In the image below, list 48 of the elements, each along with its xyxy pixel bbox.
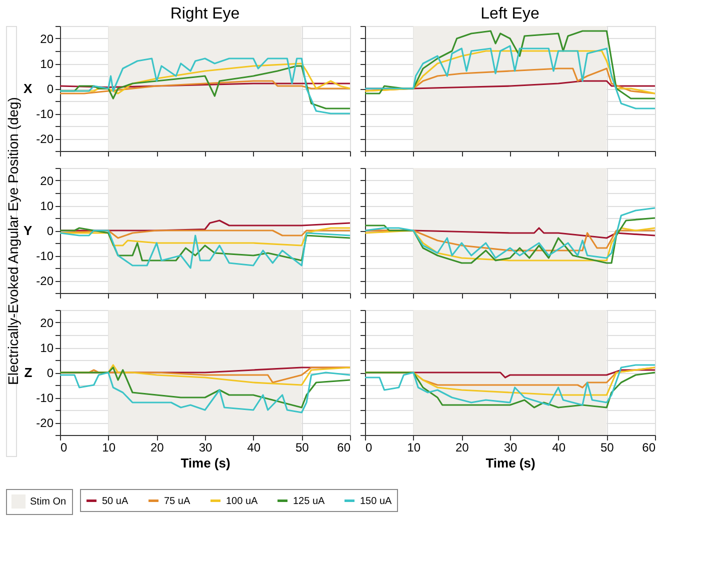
x-tick-label: 10 [407,440,421,454]
line-series [60,80,350,94]
y-tick-label: -20 [36,416,54,430]
y-tick-label: 10 [40,199,54,213]
x-tick-label: 0 [60,440,68,454]
legend-label: 150 uA [360,496,392,507]
y-tick-label: -20 [36,132,54,146]
legend-label: Stim On [30,496,66,508]
line-series [60,230,350,269]
x-tick-label: 20 [455,440,470,454]
legend-label: 50 uA [102,496,128,507]
x-tick-label: 50 [295,440,310,454]
line-series [60,227,350,262]
legend-label: 100 uA [226,496,258,507]
x-tick-label: 50 [600,440,614,454]
legend-label: 125 uA [293,496,326,507]
x-tick-label: 20 [150,440,164,454]
y-tick-label: -10 [36,391,54,405]
y-tick-label: -10 [36,249,54,263]
y-tick-label: 20 [40,174,54,188]
line-series [60,227,350,246]
x-tick-label: 0 [366,440,372,454]
y-axis-title: Y [23,223,32,238]
chart-title: Right Eye [170,6,240,22]
x-tick-label: 60 [642,440,656,454]
x-tick-label: 40 [552,440,566,454]
y-tick-label: -10 [36,107,54,121]
y-tick-label: 10 [40,341,54,355]
x-axis-title: Time (s) [180,456,230,470]
y-tick-label: 0 [46,224,54,238]
x-tick-label: 10 [102,440,116,454]
y-tick-label: 0 [46,366,54,380]
y-tick-label: 20 [40,32,54,46]
x-tick-label: 60 [337,440,351,454]
y-tick-label: 20 [40,316,54,330]
y-tick-label: 0 [46,82,54,96]
line-series [60,58,350,114]
y-axis-title: Z [24,365,32,380]
x-tick-label: 30 [504,440,518,454]
y-axis-title: X [23,81,32,96]
x-tick-label: 30 [198,440,212,454]
x-axis-title: Time (s) [486,456,536,470]
legend-label: 75 uA [164,496,190,507]
x-tick-label: 40 [247,440,261,454]
chart-title: Left Eye [480,6,540,22]
y-tick-label: 10 [40,57,54,71]
text: Electrically-Evoked Angular Eye Position (deg) [5,97,21,385]
y-tick-label: -20 [36,274,54,288]
